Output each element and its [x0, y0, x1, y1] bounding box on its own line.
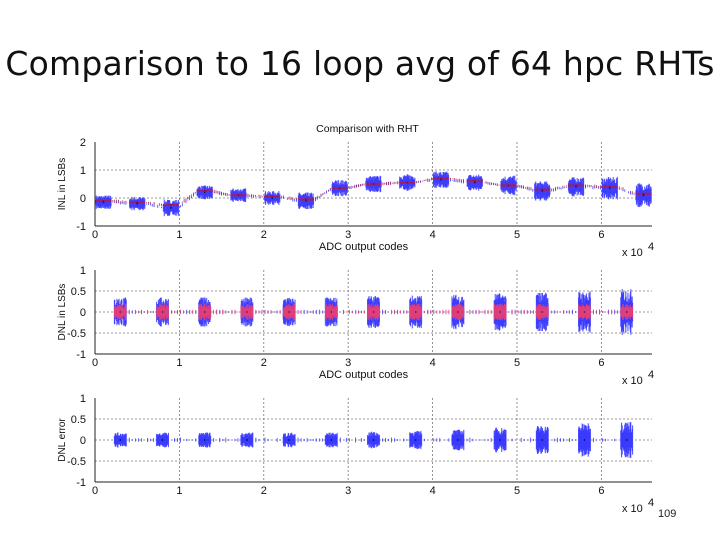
y-axis-label: INL in LSBs [57, 158, 68, 210]
data-point [203, 190, 206, 192]
data-point [372, 183, 375, 185]
data-point [161, 439, 164, 441]
x-tick-label: 0 [92, 485, 98, 497]
x-tick-label: 3 [345, 485, 351, 497]
y-axis-label: DNL in LSBs [57, 284, 68, 341]
data-point [541, 188, 544, 191]
y-tick-label: 0.5 [71, 286, 86, 298]
data-point [541, 439, 544, 441]
y-tick-label: -1 [76, 349, 86, 361]
slide-title: Comparison to 16 loop avg of 64 hpc RHTs [5, 44, 715, 83]
data-point [608, 185, 611, 188]
data-point [507, 184, 510, 187]
x-tick-label: 2 [261, 229, 267, 241]
x-tick-label: 0 [92, 357, 98, 369]
data-point [372, 439, 375, 441]
data-point [406, 181, 409, 184]
data-point [473, 180, 476, 183]
data-point [456, 439, 459, 441]
x-tick-label: 1 [176, 485, 182, 497]
x-tick-label: 5 [514, 485, 520, 497]
y-tick-label: 0 [80, 435, 86, 447]
x-tick-label: 2 [261, 357, 267, 369]
y-tick-label: 2 [80, 137, 86, 149]
data-point [170, 204, 172, 206]
y-axis-label: DNL error [57, 418, 68, 462]
data-point [642, 192, 645, 195]
data-point [161, 311, 164, 313]
data-point [288, 439, 291, 441]
y-tick-label: 1 [80, 265, 86, 277]
x-tick-label: 0 [92, 229, 98, 241]
x-multiplier-exponent: 4 [648, 497, 654, 509]
data-point [575, 184, 577, 187]
x-tick-label: 6 [598, 357, 604, 369]
data-point [271, 195, 274, 198]
x-tick-label: 4 [430, 229, 436, 241]
data-point [119, 439, 122, 441]
data-point [246, 439, 248, 441]
data-point [456, 311, 459, 313]
x-tick-label: 3 [345, 357, 351, 369]
data-point [119, 311, 122, 313]
y-tick-label: -0.5 [67, 328, 86, 340]
chart-title: Comparison with RHT [316, 123, 419, 135]
data-point [136, 201, 139, 204]
x-tick-label: 4 [430, 357, 436, 369]
y-tick-label: -1 [76, 221, 86, 233]
data-point [330, 311, 333, 313]
y-tick-label: 0.5 [71, 414, 86, 426]
x-tick-label: 5 [514, 357, 520, 369]
data-point [246, 311, 248, 313]
y-tick-label: -1 [76, 477, 86, 489]
data-point [170, 206, 172, 209]
y-tick-label: 1 [80, 165, 86, 177]
x-axis-label: ADC output codes [319, 241, 409, 253]
x-multiplier: x 10 [622, 375, 643, 387]
data-point [414, 439, 417, 441]
x-multiplier-exponent: 4 [648, 241, 654, 253]
x-tick-label: 1 [176, 357, 182, 369]
data-point [203, 439, 206, 441]
x-multiplier: x 10 [622, 503, 643, 515]
data-point [237, 194, 240, 197]
data-point [541, 311, 544, 313]
x-tick-label: 2 [261, 485, 267, 497]
y-tick-label: 0 [80, 193, 86, 205]
data-point [288, 311, 291, 313]
x-tick-label: 3 [345, 229, 351, 241]
y-tick-label: -0.5 [67, 456, 86, 468]
x-multiplier: x 10 [622, 247, 643, 259]
data-point [625, 311, 628, 313]
data-point [499, 311, 501, 313]
data-point [372, 311, 375, 313]
panel-3 [94, 398, 652, 483]
y-tick-label: 1 [80, 393, 86, 405]
panel-1 [94, 142, 652, 227]
data-point [102, 199, 105, 202]
data-point [440, 177, 442, 180]
data-point [583, 439, 586, 441]
x-axis-label: ADC output codes [319, 369, 409, 381]
data-point [338, 187, 341, 190]
data-point [414, 311, 417, 313]
data-point [203, 311, 206, 313]
x-multiplier-exponent: 4 [648, 369, 654, 381]
data-point [499, 439, 501, 441]
data-point [305, 198, 307, 201]
x-tick-label: 1 [176, 229, 182, 241]
slide-number: 109 [658, 508, 677, 520]
data-point [583, 311, 586, 313]
y-tick-label: 0 [80, 307, 86, 319]
x-tick-label: 6 [598, 485, 604, 497]
data-point [136, 202, 139, 205]
data-point [625, 439, 628, 441]
x-tick-label: 4 [430, 485, 436, 497]
x-tick-label: 6 [598, 229, 604, 241]
data-point [330, 439, 333, 441]
panel-2 [94, 270, 652, 355]
x-tick-label: 5 [514, 229, 520, 241]
